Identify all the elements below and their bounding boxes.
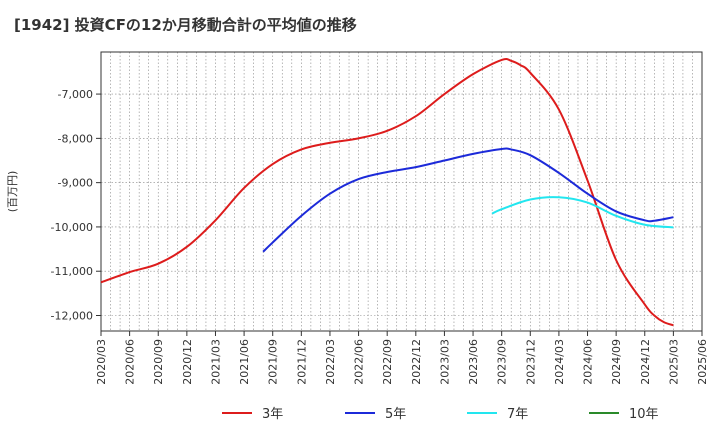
y-tick-label: -12,000 — [51, 310, 93, 323]
x-tick-label: 2024/03 — [553, 339, 566, 385]
x-tick-label: 2022/09 — [381, 339, 394, 385]
x-axis: 2020/03 2020/06 2020/09 2020/12 2021/03 2021/… — [95, 331, 709, 385]
grid-lines — [100, 52, 703, 331]
x-tick-label: 2021/06 — [238, 339, 251, 385]
x-tick-label: 2023/12 — [524, 339, 537, 385]
y-tick-label: -8,000 — [58, 132, 93, 145]
legend-label: 7年 — [507, 407, 528, 422]
x-tick-label: 2025/06 — [696, 339, 709, 385]
x-tick-label: 2025/03 — [667, 339, 680, 385]
x-tick-label: 2020/03 — [95, 339, 108, 385]
x-tick-label: 2020/09 — [152, 339, 165, 385]
x-tick-label: 2021/03 — [209, 339, 222, 385]
x-tick-label: 2023/09 — [496, 339, 509, 385]
legend-label: 3年 — [262, 407, 283, 422]
y-axis: -12,000 -11,000 -10,000 -9,000 -8,000 -7,000 — [51, 88, 101, 323]
x-tick-label: 2020/12 — [181, 339, 194, 385]
x-tick-label: 2024/12 — [639, 339, 652, 385]
x-tick-label: 2023/06 — [467, 339, 480, 385]
y-tick-label: -10,000 — [51, 221, 93, 234]
legend: 3年 5年 7年 10年 — [222, 407, 659, 422]
chart-title: [1942] 投資CFの12か月移動合計の平均値の推移 — [14, 16, 357, 34]
plot-area — [101, 52, 702, 331]
x-tick-label: 2022/03 — [324, 339, 337, 385]
x-tick-label: 2022/12 — [410, 339, 423, 385]
series-lines — [100, 58, 674, 327]
legend-label: 5年 — [385, 407, 406, 422]
x-tick-label: 2024/06 — [582, 339, 595, 385]
plot-border — [100, 51, 703, 332]
x-tick-label: 2021/09 — [267, 339, 280, 385]
legend-label: 10年 — [629, 407, 659, 422]
y-tick-label: -11,000 — [51, 265, 93, 278]
series-line-5年 — [262, 147, 674, 253]
x-tick-label: 2023/03 — [438, 339, 451, 385]
y-tick-label: -7,000 — [58, 88, 93, 101]
y-tick-label: -9,000 — [58, 177, 93, 190]
y-axis-label: (百万円) — [6, 171, 19, 213]
series-line-7年 — [491, 196, 674, 229]
series-line-3年 — [100, 58, 674, 327]
x-tick-label: 2022/06 — [353, 339, 366, 385]
x-tick-label: 2024/09 — [610, 339, 623, 385]
x-tick-label: 2021/12 — [295, 339, 308, 385]
x-tick-label: 2020/06 — [124, 339, 137, 385]
